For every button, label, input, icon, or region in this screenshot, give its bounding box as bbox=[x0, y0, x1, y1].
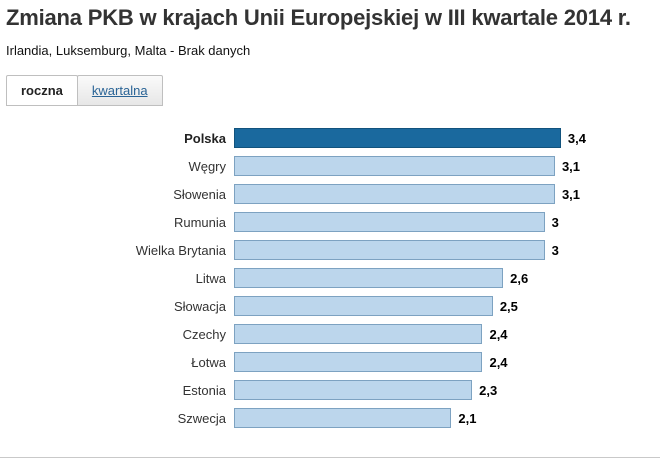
bar-track: 3,1 bbox=[234, 156, 586, 176]
bar-track: 3 bbox=[234, 240, 586, 260]
value-label: 2,4 bbox=[489, 326, 508, 342]
bar-track: 2,4 bbox=[234, 352, 586, 372]
bar-track: 2,5 bbox=[234, 296, 586, 316]
value-label: 2,6 bbox=[510, 270, 529, 286]
category-label: Szwecja bbox=[177, 410, 226, 426]
no-data-note: Irlandia, Luksemburg, Malta - Brak danyc… bbox=[6, 43, 251, 58]
category-label: Węgry bbox=[188, 158, 226, 174]
bar-track: 3,1 bbox=[234, 184, 586, 204]
value-label: 2,3 bbox=[479, 382, 498, 398]
tab-bar: roczna kwartalna bbox=[6, 75, 652, 106]
value-label: 3,1 bbox=[561, 158, 581, 174]
bar-track: 2,4 bbox=[234, 324, 586, 344]
bar[interactable] bbox=[234, 380, 473, 400]
value-label: 3,1 bbox=[561, 186, 581, 202]
bar-row: Czechy 2,4 bbox=[6, 320, 652, 348]
tab-kwartalna[interactable]: kwartalna bbox=[76, 75, 163, 106]
bar-track: 3 bbox=[234, 212, 586, 232]
bar-row: Szwecja 2,1 bbox=[6, 404, 652, 432]
bar-track: 2,6 bbox=[234, 268, 586, 288]
category-label: Litwa bbox=[195, 270, 226, 286]
value-label: 3,4 bbox=[567, 130, 586, 146]
bar-track: 2,3 bbox=[234, 380, 586, 400]
bar[interactable] bbox=[234, 128, 561, 148]
bar[interactable] bbox=[234, 408, 452, 428]
value-label: 2,5 bbox=[499, 298, 518, 314]
bar[interactable] bbox=[234, 240, 545, 260]
bar-row: Słowenia 3,1 bbox=[6, 180, 652, 208]
category-label: Słowenia bbox=[173, 186, 226, 202]
category-label: Łotwa bbox=[191, 354, 226, 370]
bar-row: Wielka Brytania 3 bbox=[6, 236, 652, 264]
category-label: Rumunia bbox=[173, 214, 226, 230]
category-label: Polska bbox=[184, 130, 226, 146]
value-label: 3 bbox=[551, 242, 559, 258]
bar-chart: Polska 3,4 Węgry 3,1 Słowenia 3,1 Rumuni… bbox=[6, 124, 652, 432]
tab-kwartalna-label: kwartalna bbox=[91, 83, 148, 98]
bar[interactable] bbox=[234, 324, 483, 344]
value-label: 3 bbox=[551, 214, 559, 230]
bar-track: 2,1 bbox=[234, 408, 586, 428]
value-label: 2,1 bbox=[458, 410, 477, 426]
bar[interactable] bbox=[234, 156, 555, 176]
bar[interactable] bbox=[234, 212, 545, 232]
tab-roczna[interactable]: roczna bbox=[6, 75, 78, 106]
bar-row: Rumunia 3 bbox=[6, 208, 652, 236]
bar-row: Estonia 2,3 bbox=[6, 376, 652, 404]
bar[interactable] bbox=[234, 352, 483, 372]
bar-row: Słowacja 2,5 bbox=[6, 292, 652, 320]
bar-row: Polska 3,4 bbox=[6, 124, 652, 152]
bar-row: Litwa 2,6 bbox=[6, 264, 652, 292]
category-label: Słowacja bbox=[173, 298, 226, 314]
bar-row: Węgry 3,1 bbox=[6, 152, 652, 180]
category-label: Czechy bbox=[182, 326, 226, 342]
category-label: Wielka Brytania bbox=[135, 242, 226, 258]
bar[interactable] bbox=[234, 184, 555, 204]
tab-roczna-label: roczna bbox=[21, 83, 63, 98]
bar-track: 3,4 bbox=[234, 128, 586, 148]
category-label: Estonia bbox=[182, 382, 226, 398]
bar-row: Łotwa 2,4 bbox=[6, 348, 652, 376]
bar[interactable] bbox=[234, 268, 504, 288]
page-title: Zmiana PKB w krajach Unii Europejskiej w… bbox=[6, 5, 631, 30]
bar[interactable] bbox=[234, 296, 493, 316]
value-label: 2,4 bbox=[489, 354, 508, 370]
